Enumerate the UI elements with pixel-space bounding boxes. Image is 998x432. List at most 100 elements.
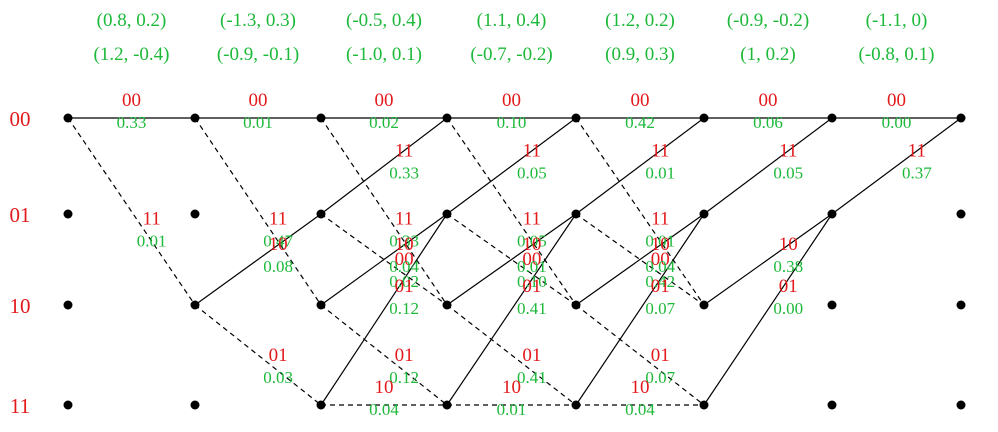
observation-bottom-1: (-0.9, -0.1) [217,44,299,65]
trellis-node [956,209,966,219]
trellis-edge [446,117,577,306]
trellis-node [699,300,709,310]
edge-metric-label: 0.37 [902,163,932,182]
trellis-node [442,209,452,219]
trellis-node [827,300,837,310]
edge-output-label: 00 [522,249,541,270]
edge-output-label: 00 [502,90,521,111]
edge-metric-label: 0.42 [645,272,675,291]
edge-output-label: 00 [375,90,394,111]
edge-output-label: 01 [395,276,414,297]
observation-bottom-0: (1.2, -0.4) [94,44,170,65]
observation-top-4: (1.2, 0.2) [605,10,675,31]
edge-metric-label: 0.01 [645,163,675,182]
edge-output-label: 10 [651,234,670,255]
trellis-node [316,113,326,123]
observation-top-1: (-1.3, 0.3) [220,10,296,31]
edge-metric-label: 0.08 [263,257,293,276]
edge-metric-label: 0.47 [263,231,293,250]
trellis-edge [446,304,577,406]
edge-output-label: 11 [779,140,797,161]
state-label-11: 11 [10,394,30,418]
trellis-edge [703,117,833,215]
trellis-edge [194,117,322,306]
trellis-node [827,209,837,219]
edge-metric-label: 0.02 [369,113,399,132]
observation-bottom-3: (-0.7, -0.2) [470,44,552,65]
edge-metric-label: 0.00 [773,299,803,318]
edge-output-label: 00 [249,90,268,111]
trellis-node [956,400,966,410]
state-label-00: 00 [10,107,31,131]
edge-metric-label: 0.01 [497,400,527,419]
edge-metric-label: 0.01 [645,231,675,250]
trellis-node [190,300,200,310]
edge-output-label: 10 [375,377,394,398]
edge-metric-label: 0.41 [517,299,547,318]
edge-output-label: 10 [631,377,650,398]
edge-output-label: 10 [522,234,541,255]
observation-bottom-2: (-1.0, 0.1) [346,44,422,65]
trellis-node [316,300,326,310]
observation-bottom-4: (0.9, 0.3) [605,44,675,65]
edge-output-label: 01 [395,345,414,366]
edge-output-label: 01 [651,345,670,366]
edge-output-label: 11 [523,208,541,229]
trellis-edge [320,117,448,215]
edge-metric-label: 0.33 [389,231,419,250]
trellis-node [956,113,966,123]
observation-top-0: (0.8, 0.2) [97,10,167,31]
nodes-layer [63,113,966,410]
edge-metric-label: 0.03 [263,368,293,387]
edge-metric-label: 0.00 [882,113,912,132]
edge-metric-label: 0.06 [753,113,783,132]
trellis-edge [194,304,322,406]
edge-output-label: 00 [887,90,906,111]
edge-output-label: 00 [631,90,650,111]
edges-layer [67,117,962,406]
edge-metric-label: 0.38 [773,257,803,276]
observation-top-6: (-1.1, 0) [866,10,928,31]
trellis-edge [703,213,833,306]
trellis-node [827,113,837,123]
trellis-node [63,300,73,310]
edge-output-label: 10 [779,234,798,255]
trellis-edge [575,213,705,306]
edge-output-label: 11 [651,140,669,161]
edge-output-label: 10 [502,377,521,398]
edge-output-label: 11 [395,208,413,229]
trellis-edge [320,213,448,306]
trellis-node [316,400,326,410]
edge-metric-label: 0.01 [243,113,273,132]
trellis-node [442,300,452,310]
trellis-node [699,400,709,410]
trellis-node [571,209,581,219]
trellis-node [956,300,966,310]
trellis-node [827,400,837,410]
observation-top-5: (-0.9, -0.2) [727,10,809,31]
trellis-edge [575,304,705,406]
trellis-node [699,113,709,123]
trellis-edge [831,117,962,215]
edge-metric-label: 0.02 [389,272,419,291]
edge-metric-label: 0.33 [389,163,419,182]
edge-metric-label: 0.07 [645,299,675,318]
trellis-edge [446,213,577,406]
edge-output-label: 11 [143,208,161,229]
edge-metric-label: 0.12 [389,368,419,387]
trellis-edge [446,213,577,306]
trellis-node [699,209,709,219]
trellis-edge [320,213,448,406]
trellis-edge [320,213,448,306]
trellis-edge [67,117,196,306]
state-label-10: 10 [10,294,31,318]
edge-metric-label: 0.07 [645,368,675,387]
trellis-node [571,300,581,310]
edge-metric-label: 0.41 [517,368,547,387]
trellis-edge [575,213,705,406]
state-label-01: 01 [10,203,31,227]
trellis-edge [575,117,705,306]
edge-output-label: 01 [651,276,670,297]
edge-output-label: 00 [395,249,414,270]
